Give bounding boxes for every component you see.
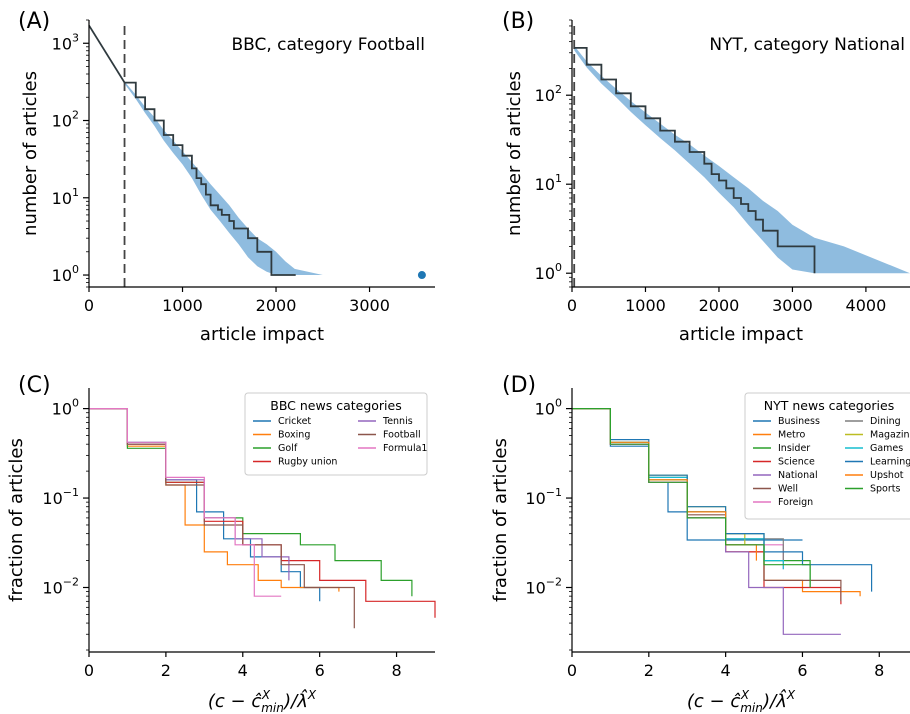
x-tick-label: 1000: [162, 296, 203, 315]
confidence-band: [574, 45, 910, 274]
x-tick-label: 2: [161, 661, 171, 680]
y-tick-label: 10−2: [525, 575, 562, 597]
outlier-point: [417, 271, 426, 280]
y-tick-label: 100: [52, 397, 79, 419]
legend-entry: Dining: [870, 416, 901, 427]
legend-title: BBC news categories: [270, 398, 401, 413]
x-tick-label: 2000: [699, 296, 740, 315]
panel-1: (A) BBC, category Football 0 1000 2000 3000 10…: [18, 9, 435, 345]
series-line-upshot: [572, 408, 757, 561]
x-tick-label: 3000: [772, 296, 813, 315]
panel-4: (D) 0 2 4 6 8 10−2 10−1 100 (c − ĉminX)/λ̂X fracti…: [490, 373, 910, 714]
legend: BBC news categories Cricket Boxing Golf Rugb…: [244, 392, 428, 476]
y-tick-label: 102: [52, 109, 79, 131]
legend-entry: Formula1: [383, 443, 427, 454]
x-tick-label: 4: [721, 661, 731, 680]
y-tick-label: 10−1: [525, 486, 562, 508]
x-tick-label: 4000: [846, 296, 887, 315]
legend-frame: [244, 392, 428, 476]
x-axis-label: (c − ĉminX)/λ̂X: [687, 688, 796, 714]
panel-letter: (C): [18, 373, 51, 398]
legend-entry: Golf: [278, 443, 298, 454]
panel-letter: (B): [502, 9, 534, 34]
x-tick-label: 0: [567, 661, 577, 680]
series-line-football: [89, 408, 355, 629]
y-axis-label: number of articles: [504, 71, 525, 236]
x-tick-label: 0: [84, 661, 94, 680]
panel-letter: (D): [502, 373, 536, 398]
panel-annotation: NYT, category National: [709, 35, 905, 55]
x-tick-label: 2000: [256, 296, 297, 315]
x-axis-label: article impact: [679, 324, 803, 345]
series-line-formula1: [89, 408, 282, 597]
x-tick-label: 6: [315, 661, 325, 680]
legend-entry: Sports: [870, 484, 901, 495]
series-line-boxing: [89, 408, 340, 592]
legend-entry: Science: [778, 457, 815, 468]
series-line-learning: [572, 408, 873, 592]
series-line-sports: [572, 408, 811, 588]
panel-3: (C) 0 2 4 6 8 10−2 10−1 100 (c − ĉminX)/λ̂X fracti…: [6, 373, 436, 714]
x-tick-label: 1000: [625, 296, 666, 315]
y-tick-label: 10−1: [42, 486, 79, 508]
legend-entry: Rugby union: [278, 457, 337, 468]
legend-entry: Foreign: [778, 497, 813, 508]
x-tick-label: 0: [567, 296, 577, 315]
legend-entry: Games: [870, 443, 903, 454]
y-tick-label: 101: [535, 172, 562, 194]
x-tick-label: 3000: [349, 296, 390, 315]
legend-entry: Boxing: [278, 430, 310, 441]
y-tick-label: 101: [52, 186, 79, 208]
series-line-magazine: [572, 408, 746, 545]
x-tick-label: 0: [84, 296, 94, 315]
legend-entry: Upshot: [870, 470, 904, 481]
y-tick-label: 10−2: [42, 575, 79, 597]
x-axis-label: (c − ĉminX)/λ̂X: [208, 688, 317, 714]
fit-line: [88, 24, 126, 84]
legend-title: NYT news categories: [764, 398, 894, 413]
y-tick-label: 103: [52, 31, 79, 53]
x-tick-label: 6: [797, 661, 807, 680]
y-axis-label: number of articles: [20, 71, 41, 236]
legend-entry: National: [778, 470, 818, 481]
legend-entry: Insider: [778, 443, 810, 454]
series-line-main: [574, 47, 816, 274]
x-tick-label: 8: [874, 661, 884, 680]
series-line-main: [124, 81, 296, 276]
legend-entry: Magazine: [870, 430, 910, 441]
legend-entry: Cricket: [278, 416, 311, 427]
panel-annotation: BBC, category Football: [231, 35, 425, 55]
x-tick-label: 2: [644, 661, 654, 680]
legend: NYT news categories Business Metro Insider S…: [744, 392, 910, 520]
y-axis-label: fraction of articles: [490, 438, 511, 602]
legend-entry: Metro: [778, 430, 805, 441]
panel-2: (B) NYT, category National 0 1000 2000 3000 40…: [502, 9, 910, 345]
x-axis-label: article impact: [200, 324, 324, 345]
y-axis-label: fraction of articles: [6, 438, 27, 602]
legend-entry: Football: [383, 430, 421, 441]
panel-letter: (A): [18, 9, 50, 34]
legend-entry: Learning: [870, 457, 910, 468]
legend-entry: Tennis: [382, 416, 413, 427]
legend-entry: Business: [778, 416, 820, 427]
y-tick-label: 100: [535, 261, 562, 283]
legend-frame: [744, 392, 910, 520]
x-tick-label: 8: [391, 661, 401, 680]
legend-entry: Well: [778, 484, 798, 495]
y-tick-label: 100: [535, 397, 562, 419]
y-tick-label: 102: [535, 83, 562, 105]
y-tick-label: 100: [52, 263, 79, 285]
x-tick-label: 4: [238, 661, 248, 680]
